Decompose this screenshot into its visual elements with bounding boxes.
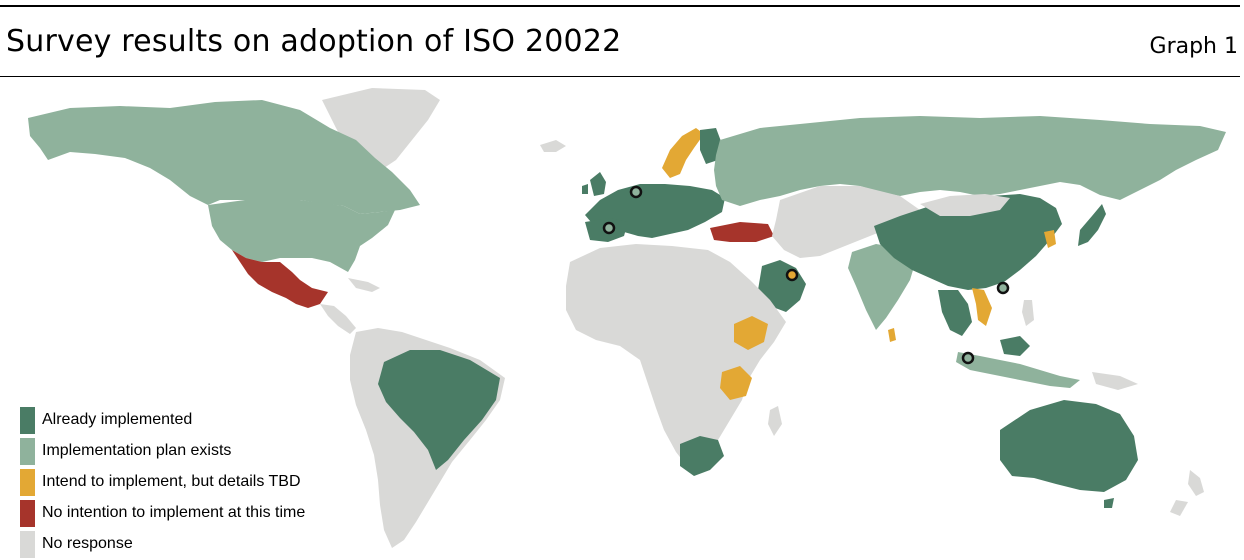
region-madagascar [768, 406, 782, 436]
region-china [874, 194, 1062, 290]
region-ireland [582, 184, 588, 194]
region-brazil [378, 350, 500, 470]
legend-swatch [20, 500, 35, 527]
region-central-asia [772, 186, 920, 258]
legend-swatch [20, 531, 35, 558]
region-korea [1044, 230, 1056, 248]
region-philippines [1022, 300, 1034, 326]
region-mexico [232, 250, 328, 308]
graph-number-label: Graph 1 [1149, 34, 1238, 59]
region-caribbean [348, 278, 380, 292]
legend-swatch [20, 407, 35, 434]
region-sri-lanka [888, 328, 896, 342]
chart-header: Survey results on adoption of ISO 20022 … [0, 0, 1244, 80]
region-turkey [710, 222, 774, 242]
region-ethiopia [734, 316, 768, 350]
top-rule [0, 5, 1240, 7]
legend-label: No response [42, 535, 133, 552]
marker-singapore [961, 351, 975, 365]
region-new-zealand-south [1170, 500, 1188, 516]
legend-label: Intend to implement, but details TBD [42, 473, 301, 490]
region-uk [590, 172, 606, 196]
region-png [1092, 372, 1138, 390]
marker-portugal [602, 221, 616, 235]
region-tanzania [720, 366, 752, 400]
region-mongolia [920, 194, 1010, 216]
region-russia [714, 116, 1226, 206]
region-india [848, 244, 916, 330]
region-africa [566, 244, 786, 470]
region-tasmania [1104, 498, 1114, 508]
region-new-zealand [1188, 470, 1204, 496]
region-iceland [540, 140, 566, 152]
region-vietnam [972, 288, 992, 326]
region-indonesia [956, 352, 1080, 388]
region-scandinavia [662, 128, 704, 178]
legend-label: No intention to implement at this time [42, 504, 306, 521]
region-se-asia-mainland [938, 290, 972, 336]
region-south-africa [680, 436, 724, 476]
marker-netherlands [629, 185, 643, 199]
region-usa [208, 200, 395, 272]
page-title: Survey results on adoption of ISO 20022 [6, 24, 622, 59]
legend-swatch [20, 438, 35, 465]
header-rule [0, 76, 1240, 77]
region-malaysia [1000, 336, 1030, 356]
legend-label: Implementation plan exists [42, 442, 232, 459]
world-map [28, 88, 1226, 548]
region-canada-alaska [28, 100, 420, 214]
marker-qatar [785, 268, 799, 282]
region-central-america [320, 304, 356, 334]
legend-swatch [20, 469, 35, 496]
region-australia [1000, 400, 1138, 492]
region-japan [1078, 204, 1106, 246]
legend-label: Already implemented [42, 411, 193, 428]
marker-hong-kong [996, 281, 1010, 295]
